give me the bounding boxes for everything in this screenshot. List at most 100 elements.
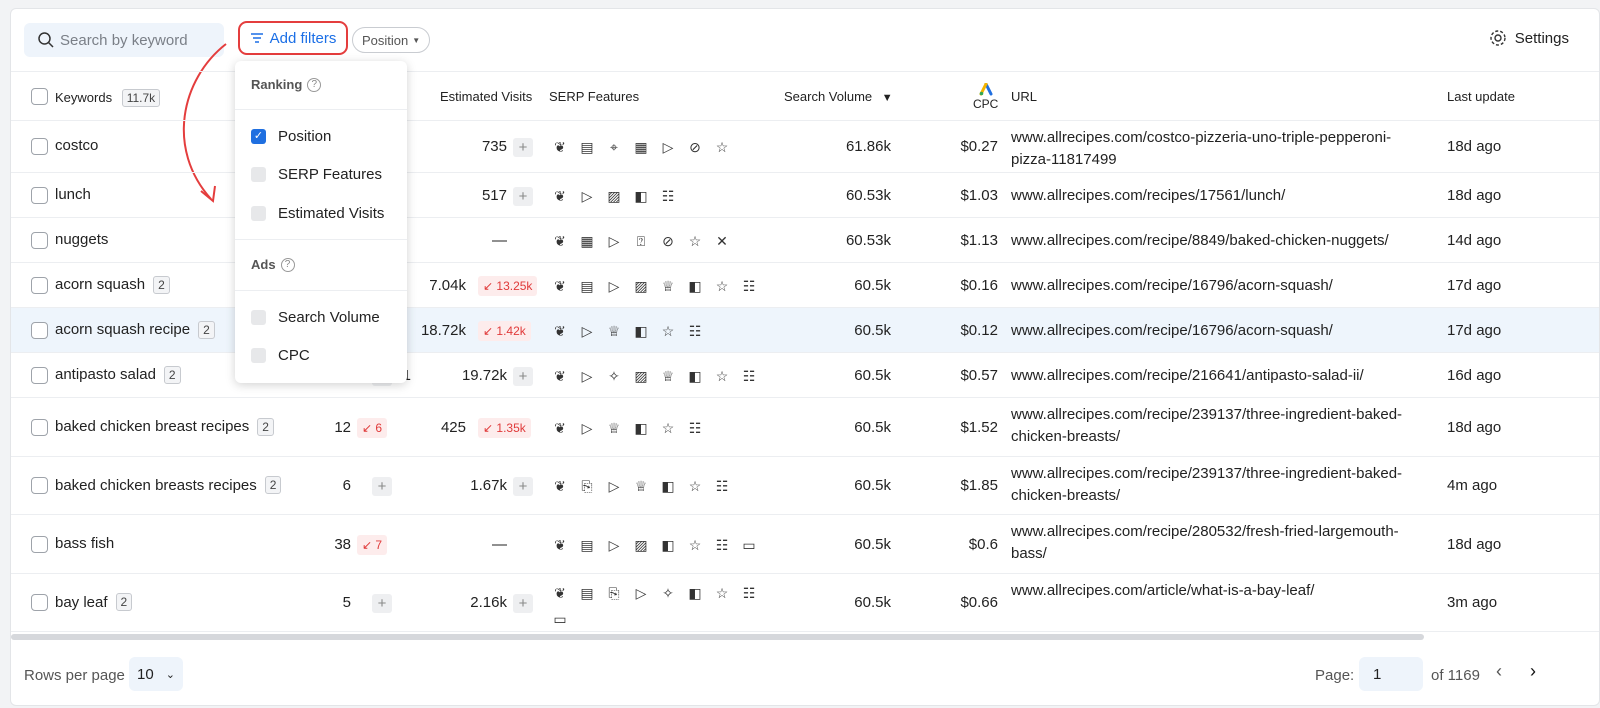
keyword-cell[interactable]: bass fish (55, 535, 114, 552)
tray-icon[interactable]: ▭ (742, 536, 756, 553)
option-estimated-visits[interactable]: Estimated Visits (251, 205, 384, 222)
row-checkbox[interactable] (31, 321, 48, 339)
table-row[interactable]: baked chicken breasts recipes 2 6 +1.67k +… (11, 457, 1599, 515)
card-icon[interactable]: ◧ (634, 187, 648, 204)
news-icon[interactable]: ▦ (634, 139, 648, 155)
star-icon[interactable]: ☆ (661, 322, 675, 339)
url-link[interactable]: www.allrecipes.com/article/what-is-a-bay… (1011, 582, 1315, 599)
add-visits-icon[interactable]: + (513, 186, 533, 206)
card-icon[interactable]: ◧ (688, 367, 702, 384)
option-cpc[interactable]: CPC (251, 347, 310, 364)
chat-icon[interactable]: ☷ (742, 367, 756, 384)
url-link[interactable]: www.allrecipes.com/recipe/216641/antipas… (1011, 366, 1364, 384)
keyword-cell[interactable]: baked chicken breasts recipes 2 (55, 476, 282, 494)
leaf-icon[interactable]: ❦ (554, 536, 566, 553)
cpc-checkbox[interactable] (251, 348, 266, 363)
chat-icon[interactable]: ☷ (742, 277, 756, 294)
search-volume-header[interactable]: Search Volume ▼ (784, 89, 893, 104)
video-icon[interactable]: ▷ (635, 585, 647, 601)
chef-icon[interactable]: ♕ (661, 367, 675, 384)
image-icon[interactable]: ▨ (634, 367, 648, 384)
chef-icon[interactable]: ♕ (607, 322, 621, 339)
image-icon[interactable]: ▨ (607, 187, 621, 204)
table-row[interactable]: costco 735 + ❦ ▤ ⌖ ▦ ▷ ⊘ ☆ 61.86k $0.27 www.allreci… (11, 121, 1599, 173)
row-checkbox[interactable] (31, 231, 48, 249)
chat-icon[interactable]: ☷ (661, 187, 675, 204)
video-icon[interactable]: ▷ (608, 478, 620, 494)
row-checkbox[interactable] (31, 418, 48, 436)
add-filters-button[interactable]: Add filters (238, 21, 348, 55)
search-volume-checkbox[interactable] (251, 310, 266, 325)
link-icon[interactable]: ⊘ (662, 232, 674, 249)
row-checkbox[interactable] (31, 138, 48, 155)
url-link[interactable]: www.allrecipes.com/recipe/16796/acorn-sq… (1011, 276, 1333, 294)
question-icon[interactable]: ⍰ (636, 232, 646, 249)
url-link[interactable]: www.allrecipes.com/recipe/280532/fresh-f… (1011, 523, 1399, 562)
row-checkbox[interactable] (31, 477, 48, 494)
video-icon[interactable]: ▷ (608, 232, 620, 249)
url-link[interactable]: www.allrecipes.com/recipes/17561/lunch/ (1011, 186, 1286, 204)
card-icon[interactable]: ◧ (688, 277, 702, 294)
row-checkbox[interactable] (31, 594, 48, 611)
leaf-icon[interactable]: ❦ (554, 367, 566, 384)
table-row[interactable]: lunch 517 + ❦ ▷ ▨ ◧ ☷ 60.53k $1.03 www.allrecipes… (11, 173, 1599, 218)
leaf-icon[interactable]: ❦ (554, 187, 566, 204)
leaf-icon[interactable]: ❦ (554, 277, 566, 294)
estimated-visits-checkbox[interactable] (251, 206, 266, 221)
keyword-cell[interactable]: acorn squash recipe 2 (55, 320, 215, 339)
video-icon[interactable]: ▷ (581, 419, 593, 436)
position-filter-chip[interactable]: Position ▼ (352, 27, 431, 53)
row-checkbox[interactable] (31, 366, 48, 384)
horizontal-scrollbar[interactable] (11, 634, 1424, 640)
table-row[interactable]: bass fish 38 ↙ 7 — ❦ ▤ ▷ ▨ ◧ ☆ ☷ ▭ 60.5k $0.6 www.all… (11, 515, 1599, 574)
chat-icon[interactable]: ☷ (715, 478, 729, 494)
video-icon[interactable]: ▷ (608, 536, 620, 553)
option-position[interactable]: ✓ Position (251, 128, 331, 145)
chef-icon[interactable]: ♕ (607, 419, 621, 436)
chat-icon[interactable]: ☷ (688, 322, 702, 339)
url-link[interactable]: www.allrecipes.com/recipe/8849/baked-chi… (1011, 231, 1389, 249)
card-icon[interactable]: ◧ (634, 419, 648, 436)
leaf-icon[interactable]: ❦ (554, 419, 566, 436)
keyword-cell[interactable]: bay leaf 2 (55, 593, 133, 611)
add-position-icon[interactable]: + (372, 594, 392, 613)
search-box[interactable] (24, 23, 224, 57)
last-update-header[interactable]: Last update (1447, 89, 1515, 104)
help-icon[interactable]: ? (307, 77, 322, 92)
chat-icon[interactable]: ☷ (715, 536, 729, 553)
sparkle-icon[interactable]: ✧ (608, 367, 620, 384)
star-icon[interactable]: ☆ (715, 585, 729, 601)
keyword-cell[interactable]: antipasto salad 2 (55, 365, 181, 384)
next-page-icon[interactable]: › (1530, 661, 1536, 681)
keyword-cell[interactable]: baked chicken breast recipes 2 (55, 417, 274, 436)
table-row[interactable]: acorn squash 2 7.04k ↙ 13.25k ❦ ▤ ▷ ▨ ♕ ◧ ☆ ☷ 60.5… (11, 263, 1599, 308)
video-icon[interactable]: ▷ (581, 187, 593, 204)
prev-page-icon[interactable]: ‹ (1496, 661, 1502, 681)
card-icon[interactable]: ◧ (661, 536, 675, 553)
rows-per-page-select[interactable]: 10 ⌄ (129, 657, 183, 691)
chat-icon[interactable]: ☷ (742, 585, 756, 601)
chef-icon[interactable]: ♕ (634, 478, 648, 494)
x-icon[interactable]: ✕ (716, 232, 728, 249)
select-all-checkbox[interactable] (31, 88, 48, 105)
news-icon[interactable]: ▦ (580, 232, 594, 249)
star-icon[interactable]: ☆ (661, 419, 675, 436)
image-icon[interactable]: ▨ (634, 277, 648, 294)
leaf-icon[interactable]: ❦ (554, 139, 566, 155)
row-checkbox[interactable] (31, 535, 48, 553)
url-link[interactable]: www.allrecipes.com/recipe/16796/acorn-sq… (1011, 321, 1333, 339)
card-icon[interactable]: ◧ (688, 585, 702, 601)
serp-features-checkbox[interactable] (251, 167, 266, 182)
leaf-icon[interactable]: ❦ (554, 478, 566, 494)
url-header[interactable]: URL (1011, 89, 1038, 104)
url-link[interactable]: www.allrecipes.com/costco-pizzeria-uno-t… (1011, 129, 1392, 168)
estimated-visits-header[interactable]: Estimated Visits (440, 89, 533, 104)
star-icon[interactable]: ☆ (715, 277, 729, 294)
keyword-cell[interactable]: lunch (55, 186, 91, 203)
add-visits-icon[interactable]: + (513, 477, 533, 496)
video-icon[interactable]: ▷ (581, 367, 593, 384)
link-icon[interactable]: ⊘ (689, 139, 701, 155)
sparkle-icon[interactable]: ✧ (662, 585, 674, 601)
help-icon[interactable]: ? (280, 257, 295, 272)
star-icon[interactable]: ☆ (715, 139, 729, 155)
